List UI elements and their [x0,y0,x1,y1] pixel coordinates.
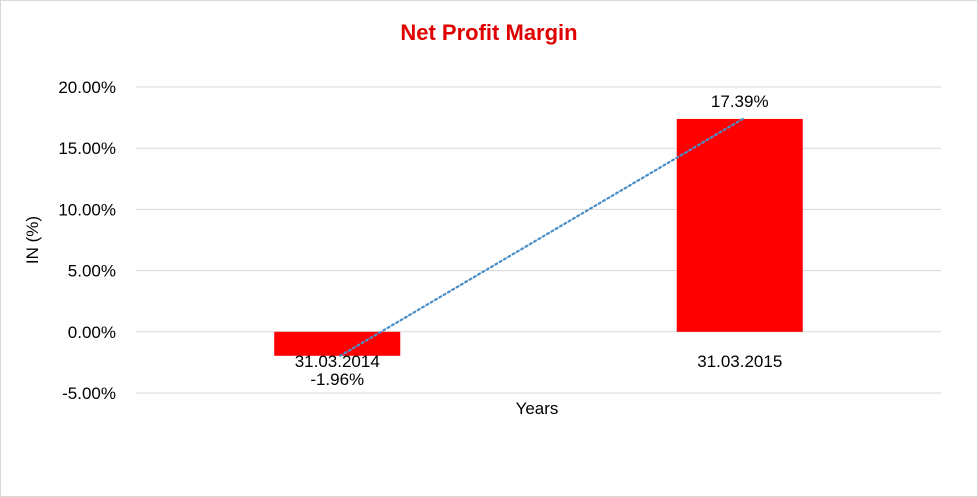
chart-title: Net Profit Margin [400,20,577,45]
y-axis-title: IN (%) [23,216,42,264]
data-label: -1.96% [310,370,364,389]
y-tick-label: 20.00% [58,78,116,97]
trendline [339,117,744,357]
bar [274,331,401,356]
x-category-label: 31.03.2015 [697,352,782,371]
bars [274,118,803,356]
y-tick-label: 10.00% [58,200,116,219]
y-tick-label: 5.00% [68,262,116,281]
bar [676,118,803,332]
data-labels: -1.96% 17.39% [310,92,768,389]
y-tick-label: -5.00% [62,384,116,403]
trendline-line [339,117,744,357]
x-category-label: 31.03.2014 [295,352,380,371]
y-tick-label: 15.00% [58,139,116,158]
x-axis-title: Years [516,399,559,418]
x-axis-categories: 31.03.2014 31.03.2015 [295,352,783,371]
y-axis-ticks: 20.00% 15.00% 10.00% 5.00% 0.00% -5.00% [58,78,116,403]
gridlines [136,86,941,394]
y-tick-label: 0.00% [68,323,116,342]
data-label: 17.39% [711,92,769,111]
